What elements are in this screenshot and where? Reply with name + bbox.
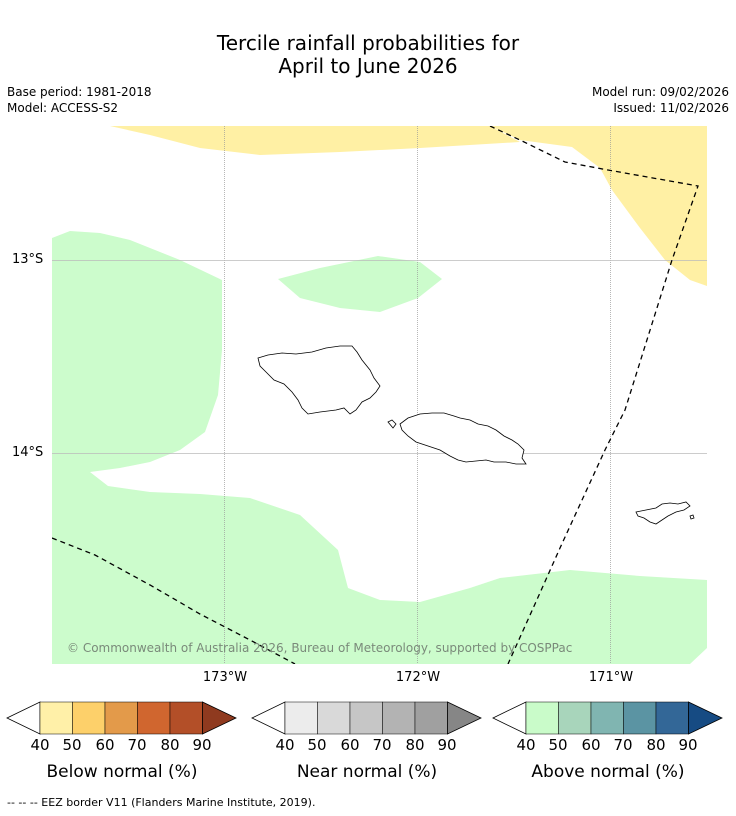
copyright-notice: © Commonwealth of Australia 2026, Bureau… [67, 641, 573, 655]
savaii-island [257, 345, 381, 415]
near-min-extension [251, 701, 286, 735]
above-segment-60 [590, 701, 624, 735]
below-tick-60: 60 [95, 736, 115, 754]
near-tick-40: 40 [275, 736, 295, 754]
above-normal-region-central [278, 256, 442, 312]
above-segment-80 [655, 701, 689, 735]
lat-label-13s: 13°S [12, 252, 44, 267]
below-tick-90: 90 [192, 736, 212, 754]
near-segment-70 [382, 701, 416, 735]
eez-border [52, 126, 699, 664]
above-tick-90: 90 [678, 736, 698, 754]
below-segment-70 [137, 701, 171, 735]
below-max-extension [202, 701, 237, 735]
near-tick-90: 90 [437, 736, 457, 754]
above-max-extension [688, 701, 723, 735]
map-title-line1: Tercile rainfall probabilities for [216, 31, 520, 55]
above-segment-50 [558, 701, 592, 735]
below-tick-50: 50 [62, 736, 82, 754]
above-tick-50: 50 [548, 736, 568, 754]
colorbar-above-normal [492, 701, 723, 735]
model-name: Model: ACCESS-S2 [7, 101, 119, 115]
above-segment-70 [623, 701, 657, 735]
issued-date: Issued: 11/02/2026 [613, 101, 729, 115]
near-segment-60 [349, 701, 383, 735]
tutuila-island [635, 501, 691, 525]
model-run: Model run: 09/02/2026 [591, 85, 729, 99]
lon-label-171w: 171°W [588, 670, 634, 685]
above-min-extension [492, 701, 527, 735]
near-segment-80 [414, 701, 448, 735]
eez-footnote: -- -- -- EEZ border V11 (Flanders Marine… [7, 796, 316, 809]
map-panel [52, 126, 707, 664]
below-segment-40 [39, 701, 73, 735]
above-tick-80: 80 [646, 736, 666, 754]
below-segment-50 [72, 701, 106, 735]
lon-label-172w: 172°W [395, 670, 441, 685]
colorbar-near-normal [251, 701, 482, 735]
upolu-island [399, 412, 527, 465]
above-tick-40: 40 [516, 736, 536, 754]
below-normal-title: Below normal (%) [46, 762, 198, 782]
aunuu-islet [689, 514, 695, 520]
near-normal-title: Near normal (%) [296, 762, 438, 782]
lon-label-173w: 173°W [202, 670, 248, 685]
near-segment-50 [317, 701, 351, 735]
below-tick-70: 70 [127, 736, 147, 754]
above-normal-title: Above normal (%) [531, 762, 685, 782]
above-normal-region-west [52, 231, 707, 664]
near-max-extension [447, 701, 482, 735]
graticule [52, 126, 707, 664]
manono-islet [387, 419, 397, 429]
above-segment-40 [525, 701, 559, 735]
below-tick-40: 40 [30, 736, 50, 754]
map-title-line2: April to June 2026 [278, 54, 458, 78]
near-tick-80: 80 [405, 736, 425, 754]
colorbar-below-normal [6, 701, 237, 735]
near-tick-60: 60 [340, 736, 360, 754]
near-segment-40 [284, 701, 318, 735]
near-tick-50: 50 [307, 736, 327, 754]
near-tick-70: 70 [372, 736, 392, 754]
lat-label-14s: 14°S [12, 445, 44, 460]
below-min-extension [6, 701, 41, 735]
below-tick-80: 80 [160, 736, 180, 754]
below-segment-60 [104, 701, 138, 735]
above-tick-60: 60 [581, 736, 601, 754]
base-period: Base period: 1981-2018 [7, 85, 152, 99]
below-segment-80 [169, 701, 203, 735]
below-normal-region-north [110, 126, 707, 286]
above-tick-70: 70 [613, 736, 633, 754]
